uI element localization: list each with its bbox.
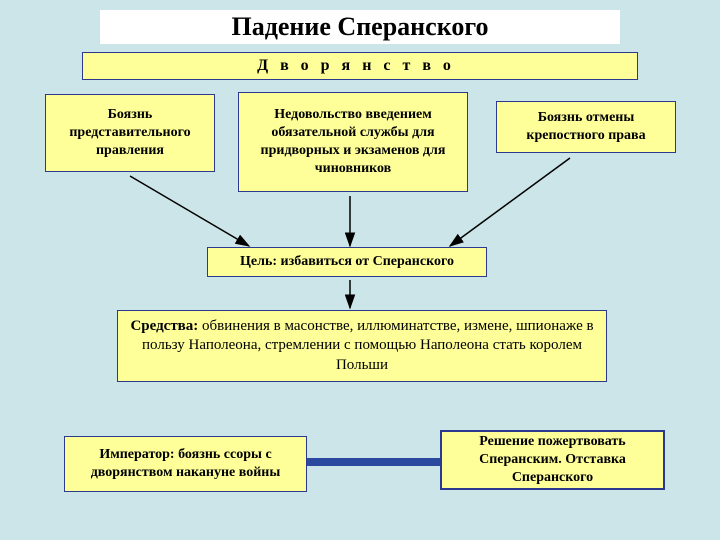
arrow-r1-goal [130,176,249,246]
means-label: Средства: [130,318,198,334]
emperor-box: Император: боязнь ссоры с дворянством на… [64,436,307,492]
decision-text: Решение пожертвовать Сперанским. Отставк… [448,433,657,488]
dvoryanstvo-box: Дворянство [82,52,638,80]
arrow-r3-goal [450,158,570,246]
emperor-text: Император: боязнь ссоры с дворянством на… [71,446,300,482]
reason-box-2: Недовольство введением обязательной служ… [238,92,468,192]
means-text: обвинения в масонстве, иллюминатстве, из… [142,318,594,373]
reason-box-3: Боязнь отмены крепостного права [496,101,676,153]
reason-3-text: Боязнь отмены крепостного права [503,109,669,145]
means-box: Средства: обвинения в масонстве, иллюмин… [117,310,607,382]
emperor-decision-connector [307,458,440,466]
decision-box: Решение пожертвовать Сперанским. Отставк… [440,430,665,490]
means-content: Средства: обвинения в масонстве, иллюмин… [124,317,600,376]
reason-1-text: Боязнь представительного правления [52,106,208,161]
title-bar: Падение Сперанского [100,10,620,44]
dvoryanstvo-label: Дворянство [257,56,463,77]
reason-2-text: Недовольство введением обязательной служ… [245,106,461,179]
goal-box: Цель: избавиться от Сперанского [207,247,487,277]
page-title: Падение Сперанского [232,12,489,42]
goal-text: Цель: избавиться от Сперанского [240,253,454,271]
reason-box-1: Боязнь представительного правления [45,94,215,172]
